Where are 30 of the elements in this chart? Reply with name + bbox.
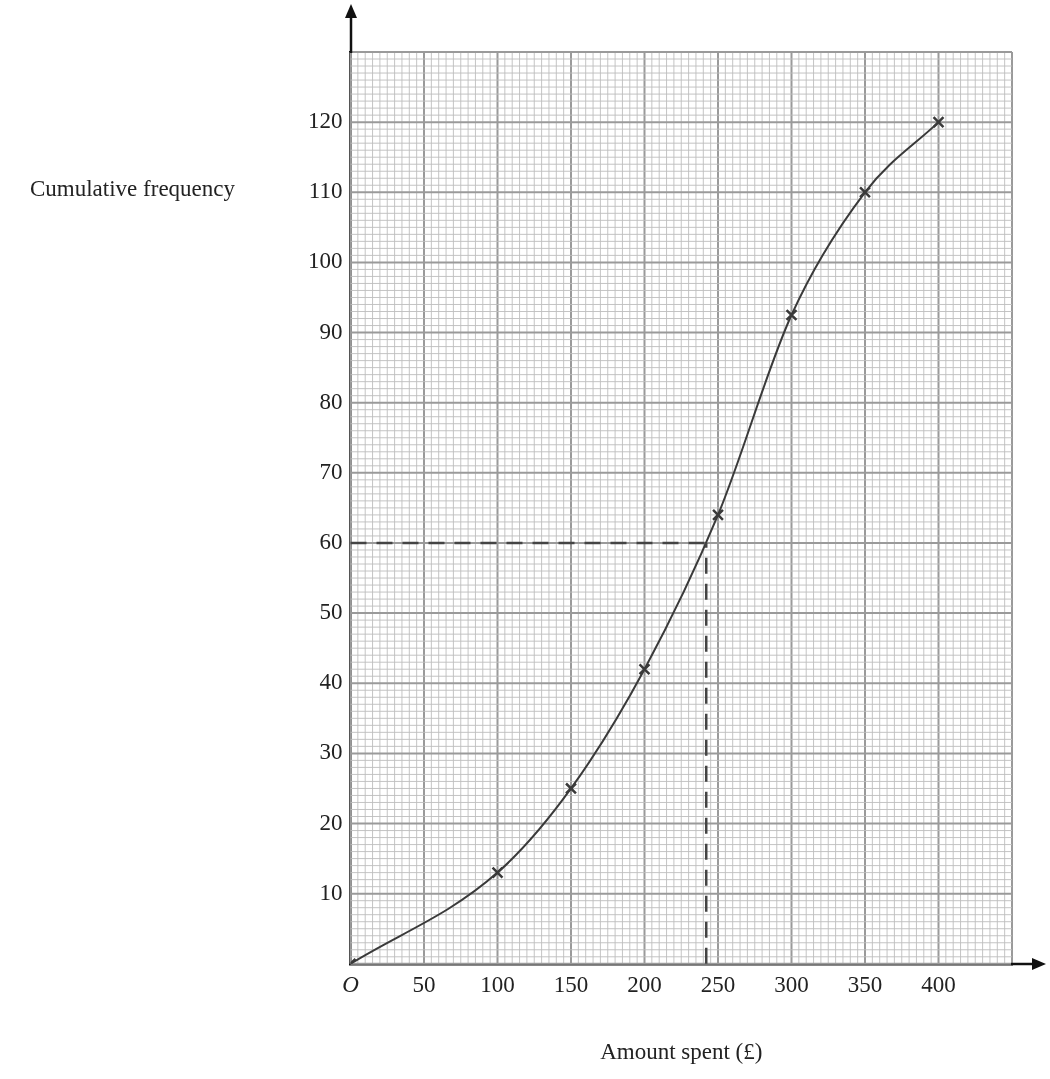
y-tick-label: 60 [319,529,343,555]
y-tick-label: 50 [319,599,343,625]
point [638,663,651,676]
y-axis-title: Cumulative frequency [30,176,236,202]
point [785,308,798,322]
point [858,186,872,199]
point [564,782,578,795]
x-tick-label: O [342,971,360,997]
point [491,866,504,879]
y-tick-label: 40 [319,669,343,695]
x-tick-label: 250 [700,971,736,997]
point [711,508,725,522]
y-tick-label: 90 [319,318,343,344]
x-tick-label: 50 [412,971,436,997]
x-tick-label: 150 [553,971,589,997]
y-tick-label: 100 [308,248,343,274]
y-tick-label: 20 [319,809,343,835]
y-tick-label: 10 [319,879,343,905]
x-tick-label: 200 [627,971,662,997]
x-tick-label: 400 [921,971,956,997]
x-tick-label: 100 [480,971,515,997]
y-tick-label: 80 [319,388,343,414]
x-tick-label: 300 [774,971,809,997]
y-tick-label: 70 [319,458,343,484]
y-tick-label: 120 [308,108,343,134]
x-axis-title: Amount spent (£) [600,1039,763,1065]
y-tick-label: 110 [308,178,343,204]
y-tick-label: 30 [319,739,343,765]
point [932,115,945,129]
x-tick-label: 350 [847,971,883,997]
